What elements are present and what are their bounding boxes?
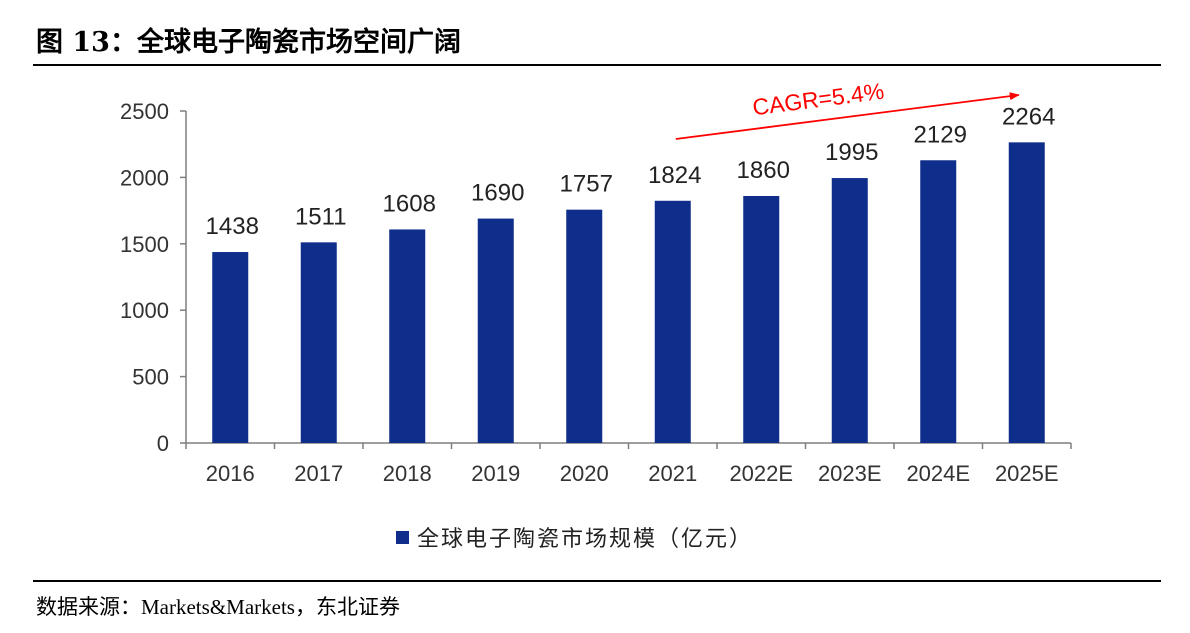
data-label: 1860: [737, 157, 790, 184]
y-tick-label: 2000: [120, 165, 169, 190]
x-tick-label: 2025E: [995, 461, 1059, 486]
bar: [743, 195, 780, 443]
data-label: 1511: [295, 203, 347, 230]
figure-title: 图 13：全球电子陶瓷市场空间广阔: [36, 27, 461, 58]
data-labels: 1438 1511 1608 1690 1757 1824 1860 1995 2129 2264: [206, 103, 1056, 240]
legend-swatch: [396, 531, 409, 544]
bar-series: [212, 142, 1045, 443]
data-label: 1438: [206, 213, 259, 240]
legend: 全球电子陶瓷市场规模（亿元）: [396, 527, 753, 552]
bottom-rule: [33, 580, 1161, 582]
bar: [477, 218, 514, 443]
x-tick-label: 2020: [560, 461, 609, 486]
data-label: 1757: [560, 171, 613, 198]
data-label: 1690: [471, 180, 524, 207]
cagr-annotation: CAGR=5.4%: [675, 78, 1020, 140]
y-axis: 0 500 1000 1500 2000 2500: [120, 99, 187, 456]
bar: [654, 200, 691, 443]
y-tick-label: 0: [157, 431, 169, 456]
legend-label: 全球电子陶瓷市场规模（亿元）: [417, 527, 753, 552]
data-label: 2264: [1002, 103, 1055, 130]
x-tick-label: 2021: [648, 461, 697, 486]
bar: [212, 252, 249, 443]
x-tick-label: 2019: [471, 461, 520, 486]
data-label: 1995: [825, 139, 878, 166]
x-tick-label: 2024E: [906, 461, 970, 486]
y-tick-label: 2500: [120, 99, 169, 124]
bar: [300, 242, 337, 443]
bar: [831, 178, 868, 443]
y-tick-label: 500: [132, 365, 169, 390]
y-tick-label: 1500: [120, 232, 169, 257]
data-label: 1824: [648, 162, 701, 189]
x-tick-label: 2022E: [729, 461, 793, 486]
bar: [389, 229, 426, 443]
bar: [920, 160, 957, 443]
data-source-note: 数据来源：Markets&Markets，东北证券: [36, 595, 400, 619]
x-axis: 2016 2017 2018 2019 2020 2021 2022E 2023E 2024E 2…: [185, 442, 1072, 486]
bar: [566, 209, 603, 443]
x-tick-label: 2023E: [818, 461, 882, 486]
bar: [1008, 142, 1045, 443]
y-tick-label: 1000: [120, 298, 169, 323]
data-label: 2129: [914, 121, 967, 148]
top-rule: [33, 64, 1161, 66]
cagr-arrow: [675, 92, 1020, 140]
x-tick-label: 2017: [294, 461, 343, 486]
x-tick-label: 2016: [206, 461, 255, 486]
data-label: 1608: [383, 190, 436, 217]
x-tick-label: 2018: [383, 461, 432, 486]
